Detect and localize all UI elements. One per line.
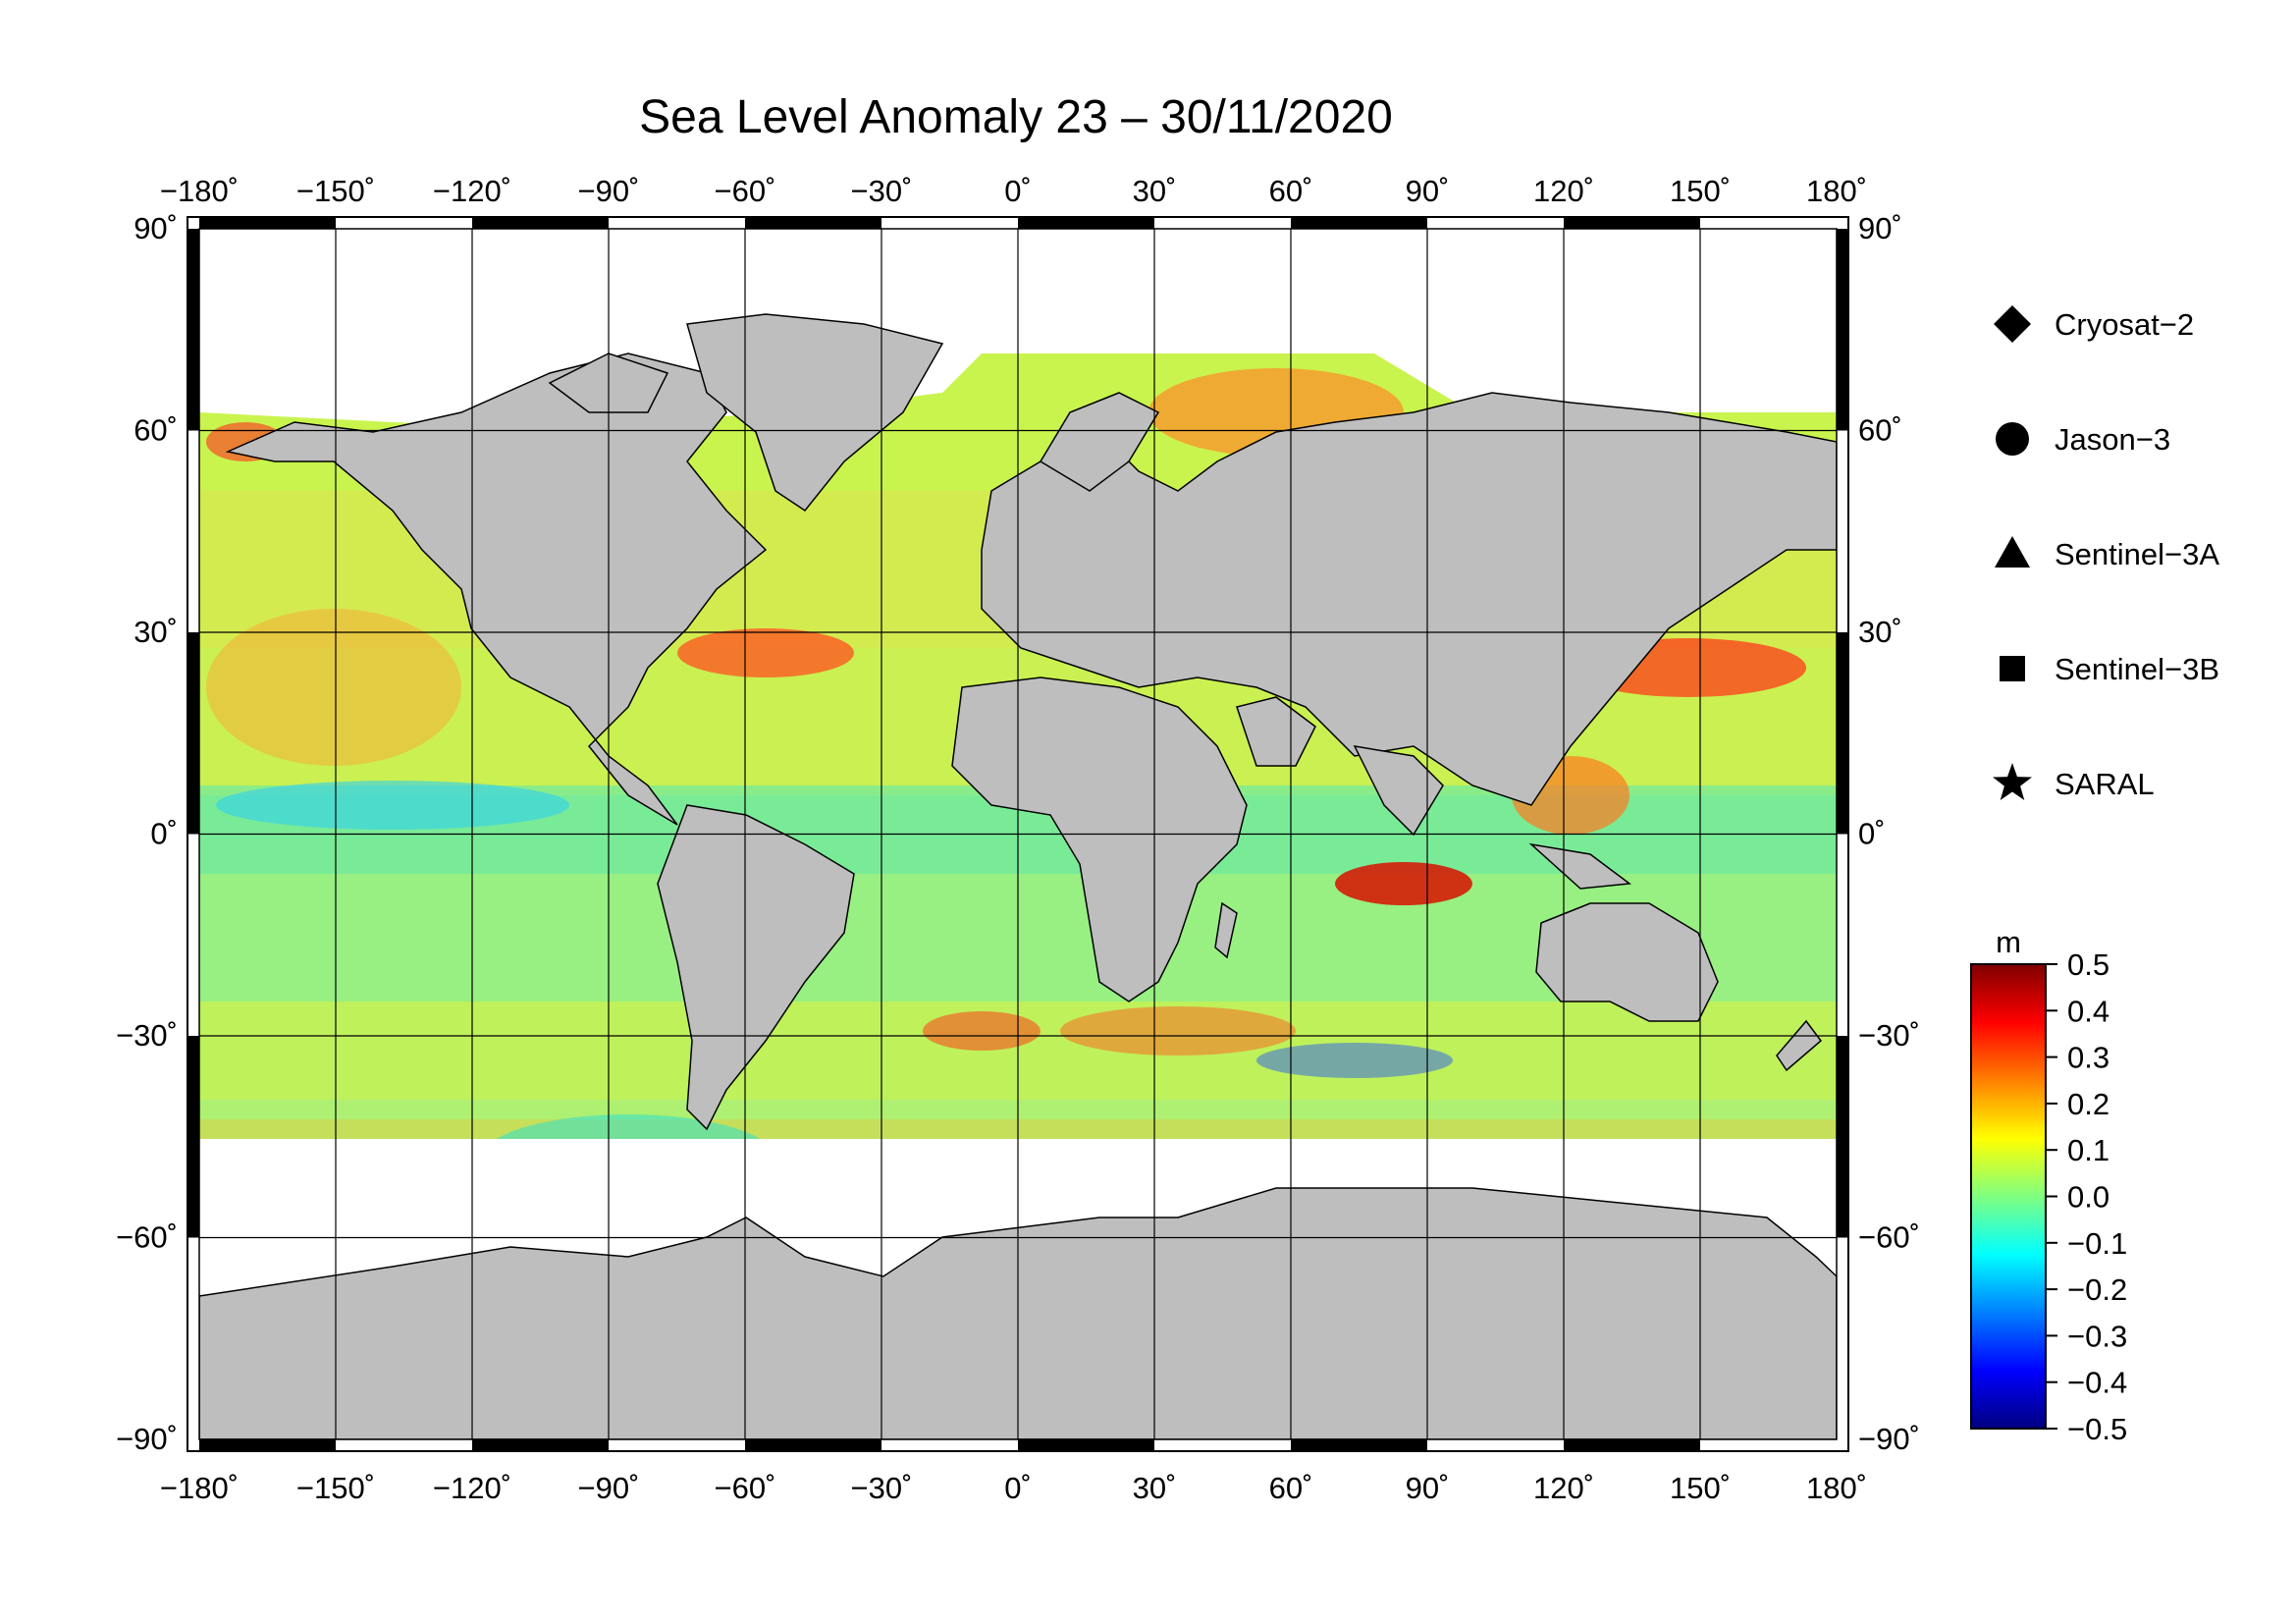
frame-bar-top [472,217,609,229]
lat-tick-label-right: 30˚ [1858,615,1902,649]
frame-bar-top [1291,217,1427,229]
lat-tick-label-left: 90˚ [133,211,178,245]
circle-marker-icon [1996,422,2029,456]
australia-land [1535,902,1719,1022]
lon-tick-label-top: 60˚ [1269,174,1313,208]
colorbar-tick-label: 0.5 [2067,947,2109,982]
lon-tick-label-top: −60˚ [715,174,776,208]
colorbar-tick-label: 0.0 [2067,1180,2109,1215]
frame-bar-bottom [472,1439,609,1451]
lat-tick-label-right: −30˚ [1858,1018,1920,1053]
lon-tick-label-bottom: 180˚ [1806,1471,1867,1505]
axis-tick-labels: −180˚ −180˚ −150˚ −150˚ −120˚ −120˚ −90˚ −90˚ −6… [116,174,1920,1505]
africa-land [951,676,1248,1002]
colorbar-unit: m [1996,925,2021,959]
lon-tick-label-bottom: 60˚ [1269,1471,1313,1505]
star-marker-icon [1993,763,2032,800]
satellite-legend-label: Cryosat−2 [2055,307,2194,342]
lon-tick-label-top: 0˚ [1004,174,1032,208]
lat-tick-label-left: −90˚ [116,1422,178,1456]
lat-tick-label-left: 60˚ [133,413,178,448]
frame-bar-bottom [199,1439,336,1451]
square-marker-icon [2000,656,2025,681]
lat-tick-label-right: 0˚ [1858,817,1886,851]
colorbar-tick-label: −0.1 [2067,1226,2127,1261]
frame-bar-bottom [1564,1439,1700,1451]
lon-tick-label-top: −120˚ [433,174,511,208]
madagascar-land [1214,901,1238,959]
lon-tick-label-bottom: −90˚ [578,1471,640,1505]
lon-tick-label-bottom: −30˚ [851,1471,913,1505]
frame-bar-left [187,1036,199,1238]
lon-tick-label-bottom: −150˚ [296,1471,375,1505]
colorbar-tick-label: −0.5 [2067,1412,2127,1446]
lon-tick-label-bottom: 150˚ [1670,1471,1731,1505]
scandinavia-land [1039,392,1160,492]
greenland-land [686,313,944,513]
lon-tick-label-top: −90˚ [578,174,640,208]
colorbar-ramp [1970,963,2047,1430]
lon-tick-label-bottom: 30˚ [1133,1471,1177,1505]
arabia-land [1236,696,1316,767]
colorbar-tick-label: 0.4 [2067,994,2109,1028]
lon-tick-label-top: −150˚ [296,174,375,208]
graticule [199,229,1837,1439]
lon-tick-label-top: −30˚ [851,174,913,208]
satellite-legend: Cryosat−2 Jason−3 Sentinel−3A Sentinel−3B SA… [1993,305,2219,801]
triangle-marker-icon [1995,536,2030,568]
south-america-land [657,804,855,1131]
frame-bar-top [1018,217,1154,229]
lat-tick-label-right: 60˚ [1858,413,1902,448]
frame-bar-bottom [745,1439,881,1451]
map-frame [187,216,1849,1452]
lat-tick-label-left: 0˚ [150,817,178,851]
frame-bar-right [1837,632,1848,835]
frame-bar-bottom [1291,1439,1427,1451]
satellite-legend-label: Sentinel−3A [2055,537,2219,571]
colorbar-tick-label: 0.2 [2067,1087,2109,1121]
frame-bar-top [1564,217,1700,229]
india-land [1353,745,1444,837]
lon-tick-label-top: 30˚ [1133,174,1177,208]
satellite-legend-label: Sentinel−3B [2055,652,2219,686]
colorbar-tick-label: −0.2 [2067,1272,2127,1307]
lon-tick-label-top: 90˚ [1406,174,1450,208]
lon-tick-label-bottom: 90˚ [1406,1471,1450,1505]
lat-tick-label-right: −90˚ [1858,1422,1920,1456]
colorbar-tick-label: 0.3 [2067,1041,2109,1075]
frame-bar-left [187,229,199,431]
lat-tick-label-left: −30˚ [116,1018,178,1053]
diamond-marker-icon [1994,305,2031,343]
lon-tick-label-top: 180˚ [1806,174,1867,208]
frame-bar-right [1837,229,1848,431]
map-title: Sea Level Anomaly 23 – 30/11/2020 [639,91,1393,143]
colorbar-tick-label: 0.1 [2067,1133,2109,1167]
colorbar-tick-label: −0.3 [2067,1319,2127,1353]
lon-tick-label-bottom: −120˚ [433,1471,511,1505]
new-zealand-land [1776,1019,1823,1072]
frame-bar-bottom [1018,1439,1154,1451]
colorbar: m 0.5 0.4 0.3 0.2 0.1 0.0 −0.1 −0.2 −0.3 −0.4 −0.5 [1970,925,2127,1446]
lat-tick-label-left: 30˚ [133,615,178,649]
colorbar-tick-label: −0.4 [2067,1366,2127,1400]
lat-tick-label-right: −60˚ [1858,1220,1920,1255]
lon-tick-label-top: 150˚ [1670,174,1731,208]
frame-bar-right [1837,1036,1848,1238]
eurasia-land [981,392,1837,806]
satellite-legend-label: SARAL [2055,767,2155,801]
frame-bar-top [745,217,881,229]
frame-bar-top [199,217,336,229]
lon-tick-label-top: 120˚ [1533,174,1594,208]
lon-tick-label-bottom: −60˚ [715,1471,776,1505]
satellite-legend-label: Jason−3 [2055,422,2170,457]
lon-tick-label-top: −180˚ [160,174,239,208]
frame-bar-left [187,632,199,835]
lat-tick-label-left: −60˚ [116,1220,178,1255]
lon-tick-label-bottom: 120˚ [1533,1471,1594,1505]
lat-tick-label-right: 90˚ [1858,211,1902,245]
lon-tick-label-bottom: −180˚ [160,1471,239,1505]
lon-tick-label-bottom: 0˚ [1004,1471,1032,1505]
